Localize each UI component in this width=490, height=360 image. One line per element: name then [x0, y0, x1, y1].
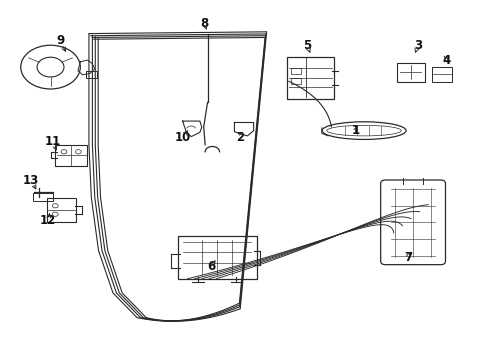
Text: 6: 6: [207, 260, 216, 273]
Text: 4: 4: [442, 54, 451, 67]
Text: 8: 8: [200, 17, 208, 30]
Text: 2: 2: [236, 131, 244, 144]
Text: 13: 13: [23, 174, 39, 186]
Text: 7: 7: [404, 251, 412, 264]
Text: 11: 11: [45, 135, 61, 148]
Text: 3: 3: [414, 40, 422, 53]
Text: 12: 12: [40, 214, 56, 227]
Text: 1: 1: [351, 124, 360, 137]
Text: 5: 5: [303, 40, 312, 53]
Text: 9: 9: [56, 34, 64, 47]
Text: 10: 10: [174, 131, 191, 144]
